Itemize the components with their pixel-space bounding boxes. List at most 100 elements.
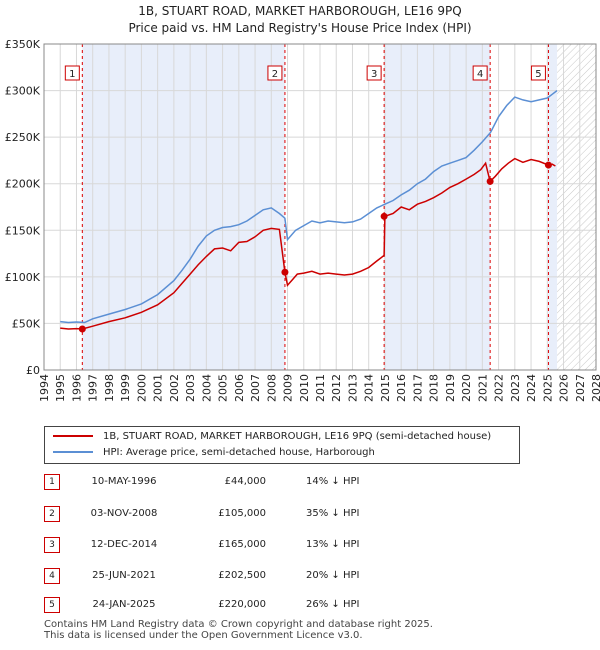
- chart-subtitle: Price paid vs. HM Land Registry's House …: [128, 21, 472, 35]
- sale-number-badge: 4: [44, 568, 60, 584]
- x-tick-label: 1997: [87, 374, 100, 402]
- x-tick-label: 2007: [249, 374, 262, 402]
- sale-price: £220,000: [218, 599, 266, 610]
- sale-row: 1 10-MAY-1996 £44,000 14% ↓ HPI: [44, 474, 464, 490]
- legend-item-hpi: HPI: Average price, semi-detached house,…: [53, 445, 375, 461]
- legend-swatch-hpi: [53, 451, 93, 453]
- sale-label-number: 2: [272, 69, 278, 80]
- x-tick-label: 1998: [103, 374, 116, 402]
- x-tick-label: 2013: [346, 374, 359, 402]
- y-tick-label: £300K: [5, 85, 41, 98]
- x-tick-label: 2026: [558, 374, 571, 402]
- x-tick-label: 1999: [119, 374, 132, 402]
- x-tick-label: 2019: [444, 374, 457, 402]
- x-tick-label: 2016: [395, 374, 408, 402]
- x-tick-label: 2004: [200, 374, 213, 402]
- property-series-line: [60, 157, 556, 330]
- x-tick-label: 2006: [233, 374, 246, 402]
- sale-hpi-diff: 35% ↓ HPI: [306, 508, 360, 519]
- y-tick-label: £250K: [5, 131, 41, 144]
- legend-label-property: 1B, STUART ROAD, MARKET HARBOROUGH, LE16…: [103, 431, 492, 442]
- sale-date: 12-DEC-2014: [90, 539, 158, 550]
- sale-number-badge: 2: [44, 506, 60, 522]
- sale-point: [380, 212, 388, 220]
- sale-label-box: [472, 65, 488, 81]
- sale-hpi-diff: 14% ↓ HPI: [306, 476, 360, 487]
- legend-item-property: 1B, STUART ROAD, MARKET HARBOROUGH, LE16…: [53, 429, 491, 445]
- sale-row: 5 24-JAN-2025 £220,000 26% ↓ HPI: [44, 597, 464, 613]
- x-tick-label: 2025: [541, 374, 554, 402]
- x-tick-label: 1994: [38, 374, 51, 402]
- x-tick-label: 2003: [184, 374, 197, 402]
- sale-price: £165,000: [218, 539, 266, 550]
- x-tick-label: 1996: [70, 374, 83, 402]
- x-tick-label: 2024: [525, 374, 538, 402]
- sale-number-badge: 3: [44, 537, 60, 553]
- chart-legend: 1B, STUART ROAD, MARKET HARBOROUGH, LE16…: [44, 426, 520, 464]
- sale-row: 3 12-DEC-2014 £165,000 13% ↓ HPI: [44, 537, 464, 553]
- sale-date: 03-NOV-2008: [90, 508, 158, 519]
- sale-number-badge: 1: [44, 474, 60, 490]
- x-tick-label: 2002: [168, 374, 181, 402]
- sale-point: [486, 177, 494, 185]
- sale-date: 24-JAN-2025: [92, 599, 156, 610]
- sale-date: 10-MAY-1996: [91, 476, 157, 487]
- price-chart: £0 £50K £100K £150K £200K £250K £300K £350K 1994…: [5, 38, 600, 402]
- ownership-shade: [82, 44, 285, 370]
- x-tick-label: 2005: [217, 374, 230, 402]
- x-tick-label: 1995: [54, 374, 67, 402]
- sale-label-box: [366, 65, 382, 81]
- y-tick-label: £100K: [5, 271, 41, 284]
- y-tick-label: £350K: [5, 38, 41, 51]
- chart-title: 1B, STUART ROAD, MARKET HARBOROUGH, LE16…: [138, 4, 462, 18]
- x-tick-label: 2018: [428, 374, 441, 402]
- y-tick-label: £200K: [5, 178, 41, 191]
- sale-price: £44,000: [224, 476, 266, 487]
- x-tick-label: 2021: [476, 374, 489, 402]
- x-tick-label: 2028: [590, 374, 600, 402]
- x-tick-label: 2015: [379, 374, 392, 402]
- sale-hpi-diff: 13% ↓ HPI: [306, 539, 360, 550]
- y-tick-label: £50K: [12, 317, 41, 330]
- sale-row: 2 03-NOV-2008 £105,000 35% ↓ HPI: [44, 506, 464, 522]
- sale-price: £105,000: [218, 508, 266, 519]
- x-tick-label: 2010: [298, 374, 311, 402]
- sale-label-number: 5: [535, 69, 541, 80]
- footer-licence: This data is licensed under the Open Gov…: [44, 630, 363, 641]
- ownership-shade: [548, 44, 558, 370]
- x-tick-label: 2014: [363, 374, 376, 402]
- x-tick-label: 2008: [265, 374, 278, 402]
- x-tick-label: 2001: [152, 374, 165, 402]
- x-tick-label: 2011: [314, 374, 327, 402]
- future-hatch: [557, 44, 596, 370]
- sale-label-number: 3: [371, 69, 377, 80]
- x-tick-label: 2022: [493, 374, 506, 402]
- y-tick-label: £0: [26, 364, 40, 377]
- y-tick-label: £150K: [5, 224, 41, 237]
- sale-hpi-diff: 20% ↓ HPI: [306, 570, 360, 581]
- sale-point: [544, 161, 552, 169]
- sale-label-number: 1: [69, 69, 75, 80]
- sale-point: [78, 325, 86, 333]
- sale-label-box: [64, 65, 80, 81]
- sale-point: [281, 268, 289, 276]
- x-tick-label: 2000: [135, 374, 148, 402]
- sale-label-box: [267, 65, 283, 81]
- x-tick-label: 2020: [460, 374, 473, 402]
- sale-number-badge: 5: [44, 597, 60, 613]
- sale-hpi-diff: 26% ↓ HPI: [306, 599, 360, 610]
- x-tick-label: 2012: [330, 374, 343, 402]
- sale-price: £202,500: [218, 570, 266, 581]
- sale-label-box: [530, 65, 546, 81]
- x-tick-label: 2027: [574, 374, 587, 402]
- sale-label-number: 4: [477, 69, 483, 80]
- plot-frame: [43, 43, 597, 371]
- hpi-series-line: [60, 90, 558, 324]
- sale-date: 25-JUN-2021: [92, 570, 156, 581]
- legend-swatch-property: [53, 435, 93, 437]
- x-tick-label: 2023: [509, 374, 522, 402]
- x-tick-label: 2009: [282, 374, 295, 402]
- x-tick-label: 2017: [411, 374, 424, 402]
- legend-label-hpi: HPI: Average price, semi-detached house,…: [103, 447, 375, 458]
- sale-row: 4 25-JUN-2021 £202,500 20% ↓ HPI: [44, 568, 464, 584]
